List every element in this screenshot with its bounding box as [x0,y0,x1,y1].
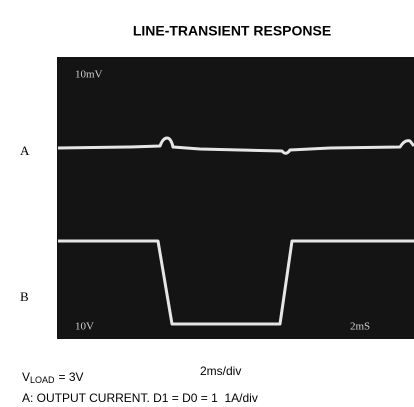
timebase: 2ms/div [200,364,241,378]
load-condition: VLOAD = 3V [22,370,84,385]
figure: LINE-TRANSIENT RESPONSE A B 10mV 10V 2mS… [0,0,414,407]
channel-label: A [20,143,30,158]
load-value: = 3V [59,370,84,384]
channel-label: B [20,289,29,304]
screen-label: 2mS [350,321,370,333]
load-symbol: V [22,370,30,384]
load-subscript: LOAD [30,375,55,385]
screen-label: 10mV [75,69,103,81]
figure-title: LINE-TRANSIENT RESPONSE [133,23,331,39]
screen-label: 10V [75,321,94,333]
scope-screen [57,57,414,339]
channel-a-note: A: OUTPUT CURRENT. D1 = D0 = 1 1A/div [22,391,258,405]
